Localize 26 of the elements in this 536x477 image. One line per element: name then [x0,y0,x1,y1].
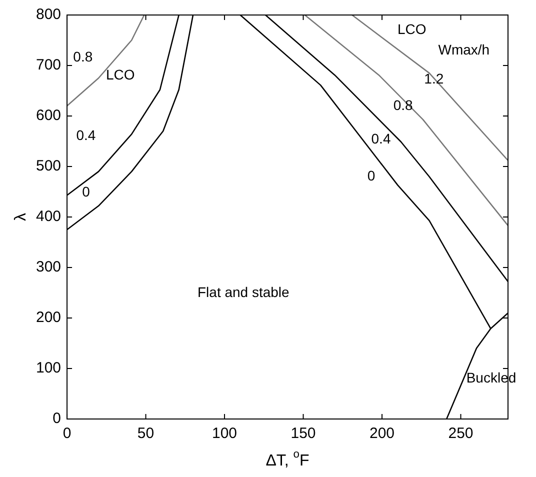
annotation: Wmax/h [438,41,490,58]
y-tick-label: 800 [36,6,62,24]
y-tick-label: 600 [36,107,62,124]
y-tick-label: 0 [52,410,62,428]
annotation: 0.8 [393,96,413,113]
annotation: LCO [106,66,135,82]
x-tick-label: 150 [290,425,316,442]
annotation: 0.8 [73,48,93,65]
annotation: Flat and stable [198,284,290,300]
y-tick-label: 300 [36,258,62,276]
annotation: 0 [82,184,90,200]
x-tick-label: 200 [369,425,395,442]
annotation: LCO [397,21,426,38]
annotation: 0.4 [76,127,96,144]
x-tick-label: 50 [137,425,154,442]
annotation: 1.2 [424,70,444,86]
y-tick-label: 700 [36,56,62,74]
y-tick-label: 200 [36,309,62,326]
y-tick-label: 400 [36,208,62,226]
y-tick-label: 500 [36,158,62,175]
y-tick-label: 100 [36,360,62,377]
x-tick-label: 100 [212,425,238,442]
x-tick-label: 250 [448,425,474,442]
y-axis-title: λ [12,213,30,221]
annotation: 0 [367,167,376,184]
annotation: 0.4 [371,130,391,147]
